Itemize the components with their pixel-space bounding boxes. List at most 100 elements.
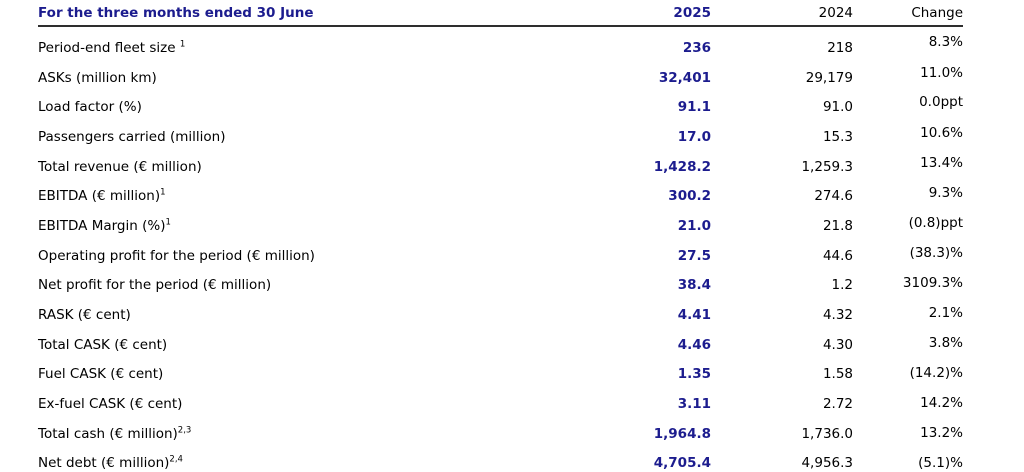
metric-label-cell: Net debt (€ million)2,4 <box>38 455 530 471</box>
metric-label-cell: EBITDA Margin (%)1 <box>38 218 530 234</box>
metric-label: Total revenue (€ million) <box>38 158 202 175</box>
value-change: 0.0ppt <box>919 94 963 111</box>
metric-label-cell: Net profit for the period (€ million) <box>38 277 530 293</box>
value-2024: 1,259.3 <box>801 158 853 175</box>
metric-label-cell: Ex-fuel CASK (€ cent) <box>38 396 530 412</box>
financial-summary-table: For the three months ended 30 June 2025 … <box>38 0 963 472</box>
value-change: 3.8% <box>928 334 963 351</box>
value-2024: 44.6 <box>822 247 853 264</box>
column-header-change: Change <box>911 5 963 21</box>
value-change: 3109.3% <box>902 275 963 292</box>
table-row: Total cash (€ million)2,3 1,964.8 1,736.… <box>38 419 963 449</box>
metric-label: ASKs (million km) <box>38 69 157 86</box>
value-change: (38.3)% <box>909 244 963 261</box>
value-2024: 2.72 <box>822 396 853 413</box>
value-2024: 274.6 <box>814 188 853 205</box>
value-2024: 21.8 <box>822 217 853 234</box>
value-2025: 17.0 <box>677 128 711 145</box>
value-change: 9.3% <box>928 185 963 202</box>
table-row: Passengers carried (million) 17.0 15.3 1… <box>38 122 963 152</box>
value-2025: 32,401 <box>658 69 711 86</box>
metric-label: Total cash (€ million) <box>38 425 178 442</box>
value-2024: 91.0 <box>822 99 853 116</box>
table-row: Period-end fleet size 1 236 218 8.3% <box>38 33 963 63</box>
metric-label: Net debt (€ million) <box>38 455 170 472</box>
metric-label-cell: RASK (€ cent) <box>38 307 530 323</box>
value-2024: 29,179 <box>805 69 853 86</box>
value-2024: 1.58 <box>822 366 853 383</box>
value-2025: 1,964.8 <box>653 425 711 442</box>
metric-label-cell: Load factor (%) <box>38 99 530 115</box>
value-change: (0.8)ppt <box>908 214 963 231</box>
value-change: 11.0% <box>920 64 963 81</box>
value-2025: 4.41 <box>677 307 711 324</box>
value-2025: 1.35 <box>677 366 711 383</box>
metric-label-cell: Total cash (€ million)2,3 <box>38 426 530 442</box>
metric-label: Net profit for the period (€ million) <box>38 277 272 294</box>
table-row: EBITDA (€ million)1 300.2 274.6 9.3% <box>38 181 963 211</box>
value-2025: 1,428.2 <box>653 158 711 175</box>
value-2024: 4.32 <box>822 307 853 324</box>
table-row: RASK (€ cent) 4.41 4.32 2.1% <box>38 300 963 330</box>
metric-label: Total CASK (€ cent) <box>38 336 168 353</box>
value-2025: 3.11 <box>677 396 711 413</box>
metric-label-cell: Period-end fleet size 1 <box>38 40 530 56</box>
table-header-period: For the three months ended 30 June <box>38 5 314 21</box>
table-row: Total revenue (€ million) 1,428.2 1,259.… <box>38 152 963 182</box>
value-2025: 91.1 <box>677 99 711 116</box>
value-2024: 1,736.0 <box>801 425 853 442</box>
metric-label: RASK (€ cent) <box>38 307 131 324</box>
metric-label-cell: Total revenue (€ million) <box>38 159 530 175</box>
value-2024: 1.2 <box>831 277 853 294</box>
table-row: Load factor (%) 91.1 91.0 0.0ppt <box>38 92 963 122</box>
value-2025: 4,705.4 <box>653 455 711 472</box>
value-2024: 4.30 <box>822 336 853 353</box>
table-header-row: For the three months ended 30 June 2025 … <box>38 0 963 27</box>
value-2024: 218 <box>827 39 853 56</box>
value-2025: 300.2 <box>668 188 711 205</box>
table-row: Net profit for the period (€ million) 38… <box>38 271 963 301</box>
value-change: 13.4% <box>920 154 963 171</box>
metric-label: Ex-fuel CASK (€ cent) <box>38 396 183 413</box>
footnote-marker: 1 <box>165 217 171 228</box>
footnote-marker: 1 <box>160 187 166 198</box>
value-change: (5.1)% <box>918 455 963 472</box>
value-change: 8.3% <box>928 33 963 50</box>
metric-label: Operating profit for the period (€ milli… <box>38 247 315 264</box>
table-row: Ex-fuel CASK (€ cent) 3.11 2.72 14.2% <box>38 389 963 419</box>
value-2025: 38.4 <box>677 277 711 294</box>
metric-label-cell: ASKs (million km) <box>38 70 530 86</box>
value-change: 2.1% <box>928 305 963 322</box>
footnote-marker: 2,4 <box>169 454 183 465</box>
table-row: Operating profit for the period (€ milli… <box>38 241 963 271</box>
metric-label: EBITDA Margin (%) <box>38 217 166 234</box>
table-row: Total CASK (€ cent) 4.46 4.30 3.8% <box>38 330 963 360</box>
table-body: Period-end fleet size 1 236 218 8.3% ASK… <box>38 33 963 472</box>
value-2024: 15.3 <box>822 128 853 145</box>
value-2025: 21.0 <box>677 217 711 234</box>
table-row: Net debt (€ million)2,4 4,705.4 4,956.3 … <box>38 449 963 472</box>
column-header-2024: 2024 <box>818 5 853 21</box>
value-change: (14.2)% <box>909 365 963 382</box>
value-2024: 4,956.3 <box>801 455 853 472</box>
metric-label: EBITDA (€ million) <box>38 188 161 205</box>
value-change: 14.2% <box>920 395 963 412</box>
column-header-2025: 2025 <box>673 5 711 21</box>
metric-label: Period-end fleet size <box>38 39 180 56</box>
metric-label: Passengers carried (million) <box>38 128 226 145</box>
metric-label-cell: Total CASK (€ cent) <box>38 337 530 353</box>
table-row: EBITDA Margin (%)1 21.0 21.8 (0.8)ppt <box>38 211 963 241</box>
metric-label: Load factor (%) <box>38 99 142 116</box>
metric-label-cell: EBITDA (€ million)1 <box>38 188 530 204</box>
value-2025: 4.46 <box>677 336 711 353</box>
table-row: ASKs (million km) 32,401 29,179 11.0% <box>38 63 963 93</box>
footnote-marker: 1 <box>179 39 186 50</box>
metric-label-cell: Operating profit for the period (€ milli… <box>38 248 530 264</box>
metric-label-cell: Passengers carried (million) <box>38 129 530 145</box>
metric-label-cell: Fuel CASK (€ cent) <box>38 366 530 382</box>
value-2025: 27.5 <box>677 247 711 264</box>
value-change: 13.2% <box>920 424 963 441</box>
footnote-marker: 2,3 <box>177 425 192 436</box>
metric-label: Fuel CASK (€ cent) <box>38 366 164 383</box>
value-change: 10.6% <box>920 124 963 141</box>
